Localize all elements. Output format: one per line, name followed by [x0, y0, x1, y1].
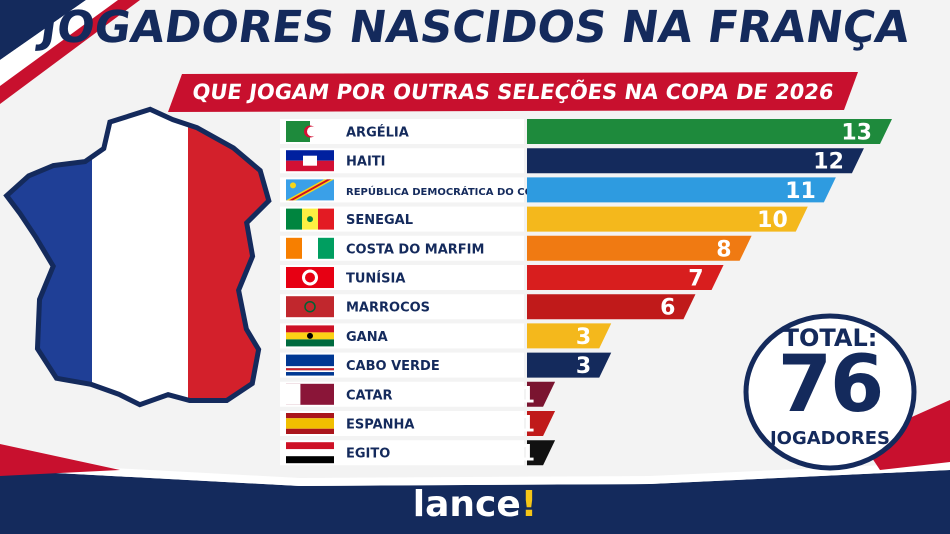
value-label: 12	[813, 150, 844, 175]
bar	[527, 119, 892, 144]
bar-row: TUNÍSIA 7	[280, 265, 724, 292]
value-label: 10	[757, 208, 788, 233]
ivory-coast-flag-icon	[286, 237, 334, 259]
spain-flag-icon	[286, 413, 334, 434]
bar	[527, 352, 612, 378]
senegal-flag-icon	[286, 208, 334, 230]
category-label: TUNÍSIA	[346, 271, 405, 287]
bar-row: COSTA DO MARFIM 8	[280, 235, 752, 262]
qatar-flag-icon	[286, 383, 334, 405]
value-label: 13	[841, 121, 872, 146]
total-value: 76	[777, 340, 885, 430]
bar	[527, 148, 864, 174]
category-label: COSTA DO MARFIM	[346, 242, 484, 257]
bar	[527, 323, 612, 349]
value-label: 3	[576, 354, 591, 379]
brand-mark: !	[520, 484, 538, 525]
tunisia-flag-icon	[286, 267, 334, 288]
category-label: CATAR	[346, 388, 393, 403]
bar-row: ESPANHA 1	[280, 411, 556, 438]
category-label: MARROCOS	[346, 301, 430, 316]
haiti-flag-icon	[286, 150, 334, 172]
value-label: 1	[520, 442, 535, 467]
algeria-flag-icon	[286, 121, 334, 142]
bar-row: SENEGAL 10	[280, 206, 808, 233]
value-label: 3	[576, 325, 591, 350]
morocco-flag-icon	[286, 296, 334, 318]
value-label: 1	[520, 383, 535, 408]
category-label: REPÚBLICA DEMOCRÁTICA DO CONGO	[346, 185, 558, 198]
bar-row: CATAR 1	[280, 381, 556, 408]
brand-name: lance	[412, 484, 521, 525]
brand-logo: lance!	[400, 480, 550, 530]
bar	[527, 235, 752, 261]
bar	[527, 440, 556, 466]
category-label: ESPANHA	[346, 418, 414, 433]
value-label: 8	[716, 237, 731, 262]
brush-stroke-bottom	[0, 470, 950, 534]
category-label: GANA	[346, 330, 388, 345]
bar-row: ARGÉLIA 13	[280, 119, 892, 146]
bar	[527, 206, 808, 232]
cape-verde-flag-icon	[286, 354, 334, 376]
category-label: EGITO	[346, 447, 390, 462]
bar-row: GANA 3	[280, 323, 612, 350]
bar-row: MARROCOS 6	[280, 294, 696, 321]
category-label: CABO VERDE	[346, 359, 440, 374]
value-label: 1	[520, 413, 535, 438]
bar	[527, 381, 556, 407]
bar	[527, 265, 724, 290]
bar	[527, 411, 556, 436]
total-unit: JOGADORES	[769, 428, 891, 449]
value-label: 11	[785, 179, 816, 204]
category-label: HAITI	[346, 155, 385, 170]
value-label: 7	[688, 267, 703, 292]
category-label: SENEGAL	[346, 213, 413, 228]
bar-row: HAITI 12	[280, 148, 864, 175]
total-label: TOTAL:	[782, 324, 878, 352]
bar-row: CABO VERDE 3	[280, 352, 612, 379]
bar-row: EGITO 1	[280, 440, 556, 467]
dr-congo-flag-icon	[286, 179, 334, 201]
bar	[527, 294, 696, 320]
category-label: ARGÉLIA	[346, 125, 409, 141]
value-label: 6	[660, 296, 675, 321]
bar	[527, 177, 836, 203]
total-badge: TOTAL: 76 JOGADORES	[742, 312, 918, 472]
bar-row: REPÚBLICA DEMOCRÁTICA DO CONGO 11	[280, 177, 836, 204]
ghana-flag-icon	[286, 325, 334, 347]
egypt-flag-icon	[286, 442, 334, 464]
subtitle-banner: QUE JOGAM POR OUTRAS SELEÇÕES NA COPA DE…	[168, 72, 858, 112]
